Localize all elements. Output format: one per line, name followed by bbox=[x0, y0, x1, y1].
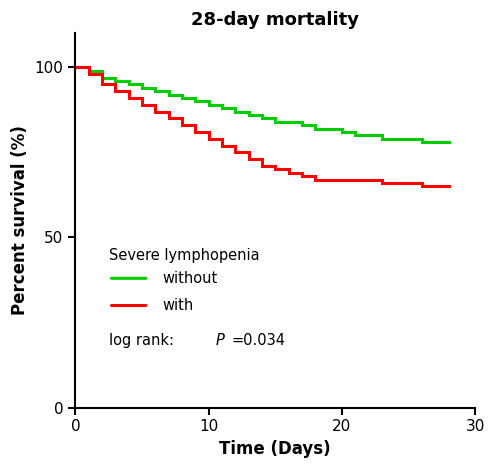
X-axis label: Time (Days): Time (Days) bbox=[219, 440, 331, 458]
Text: =0.034: =0.034 bbox=[231, 333, 285, 348]
Text: with: with bbox=[162, 298, 193, 313]
Text: P: P bbox=[215, 333, 224, 348]
Y-axis label: Percent survival (%): Percent survival (%) bbox=[11, 126, 29, 316]
Title: 28-day mortality: 28-day mortality bbox=[191, 11, 359, 29]
Text: Severe lymphopenia: Severe lymphopenia bbox=[109, 248, 259, 263]
Text: log rank:: log rank: bbox=[109, 333, 178, 348]
Text: without: without bbox=[162, 271, 217, 286]
